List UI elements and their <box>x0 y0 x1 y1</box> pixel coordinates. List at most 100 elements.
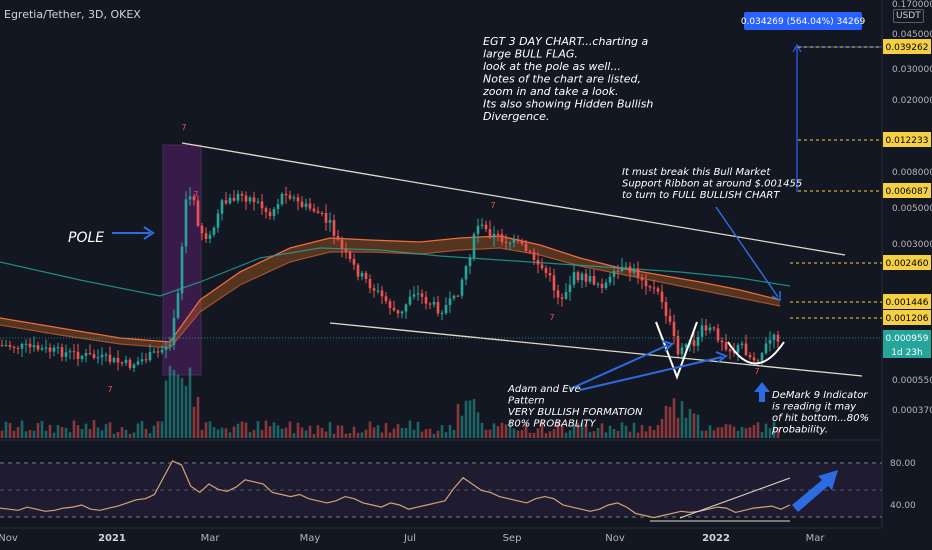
volume-bar <box>600 423 604 438</box>
candle-body <box>28 343 32 348</box>
price-axis[interactable]: 0.170000 0.045000 0.030000 0.020000 0.008000… <box>883 0 932 416</box>
candle-body <box>172 317 176 345</box>
price-tick-label: 0.020000 <box>892 96 932 106</box>
demark-marker: 7 <box>754 367 759 376</box>
volume-bar <box>264 420 268 438</box>
candle-body <box>152 351 156 353</box>
time-axis-label: Nov <box>0 533 18 544</box>
volume-bar <box>80 428 84 438</box>
volume-bar <box>132 432 136 438</box>
volume-bar <box>340 425 344 438</box>
candle-body <box>160 349 164 353</box>
main-note-text: EGT 3 DAY CHART...charting a large BULL … <box>482 35 653 123</box>
currency-badge[interactable]: USDT <box>893 9 924 23</box>
candle-body <box>560 297 564 299</box>
candle-body <box>428 303 432 305</box>
candle-body <box>380 290 384 297</box>
volume-bar <box>512 428 516 438</box>
time-axis-label: Mar <box>806 533 826 544</box>
candle-body <box>248 197 252 202</box>
lower-flag-trendline[interactable] <box>329 322 863 377</box>
upper-flag-trendline[interactable] <box>181 142 846 256</box>
candle-body <box>624 266 628 268</box>
candle-body <box>180 246 184 294</box>
candle-body <box>136 361 140 365</box>
candle-body <box>384 296 388 302</box>
candle-body <box>740 343 744 346</box>
candle-body <box>252 197 256 202</box>
candle-body <box>440 313 444 315</box>
rsi-divergence-line <box>679 477 791 519</box>
candle-body <box>148 352 152 361</box>
candle-body <box>668 316 672 322</box>
candle-body <box>412 294 416 297</box>
volume-bar <box>508 420 512 438</box>
time-axis[interactable]: Nov 2021 Mar May Jul Sep Nov 2022 Mar <box>0 533 825 544</box>
volume-bar <box>180 377 184 438</box>
price-level-badge <box>883 330 931 345</box>
candle-body <box>456 295 460 297</box>
candles[interactable]: 7 7 7 7 7 7 <box>0 123 780 394</box>
volume-bar <box>728 424 732 438</box>
volume-bar <box>708 425 712 438</box>
candle-body <box>80 355 84 359</box>
main-note-line: Divergence. <box>483 110 549 123</box>
candle-body <box>156 351 160 353</box>
candle-body <box>448 298 452 305</box>
price-level-badge <box>883 255 931 270</box>
volume-bar <box>112 433 116 438</box>
candle-body <box>20 343 24 349</box>
candle-body <box>364 272 368 279</box>
volume-bar <box>260 430 264 438</box>
price-pane[interactable] <box>0 0 882 440</box>
candle-body <box>128 359 132 368</box>
adam-eve-note-line: Adam and Eve <box>507 384 581 395</box>
volume-bar <box>452 429 456 438</box>
candle-body <box>228 197 232 204</box>
volume-bar <box>460 415 464 438</box>
volume-bar <box>144 428 148 438</box>
price-level-label: 0.012233 <box>886 136 929 146</box>
candle-body <box>532 251 536 260</box>
volume-bar <box>520 430 524 438</box>
volume-bar <box>164 380 168 438</box>
candle-body <box>612 271 616 277</box>
candle-body <box>492 233 496 238</box>
candle-body <box>112 357 116 362</box>
volume-bar <box>664 406 668 438</box>
volume-bar <box>140 420 144 438</box>
volume-bar <box>108 422 112 438</box>
main-note-line: zoom in and take a look. <box>482 85 618 98</box>
volume-bar <box>528 432 532 438</box>
candle-body <box>432 301 436 305</box>
volume-bar <box>292 433 296 438</box>
volume-bar <box>400 427 404 438</box>
symbol-title[interactable]: Egretia/Tether, 3D, OKEX <box>4 8 141 21</box>
candle-body <box>308 203 312 209</box>
pole-arrow-icon <box>112 226 155 240</box>
volume-bar <box>216 429 220 438</box>
candle-body <box>656 288 660 292</box>
volume-bar <box>556 421 560 438</box>
candle-body <box>204 233 208 239</box>
demark-note-line: is reading it may <box>772 402 857 413</box>
volume-bar <box>156 421 160 438</box>
candle-body <box>376 290 380 292</box>
candle-body <box>652 287 656 289</box>
volume-bar <box>120 427 124 438</box>
volume-bar <box>192 406 196 438</box>
candle-body <box>700 325 704 337</box>
candle-body <box>92 354 96 358</box>
volume-bar <box>100 430 104 438</box>
candle-body <box>12 346 16 348</box>
candle-body <box>648 286 652 288</box>
price-level-label: 0.039262 <box>886 43 929 53</box>
volume-bar <box>648 425 652 438</box>
eve-u-shape[interactable] <box>727 341 785 365</box>
volume-bar <box>148 433 152 438</box>
candle-body <box>616 271 620 273</box>
candle-body <box>300 201 304 207</box>
demark-marker: 7 <box>549 313 554 322</box>
volume-bar <box>624 425 628 438</box>
